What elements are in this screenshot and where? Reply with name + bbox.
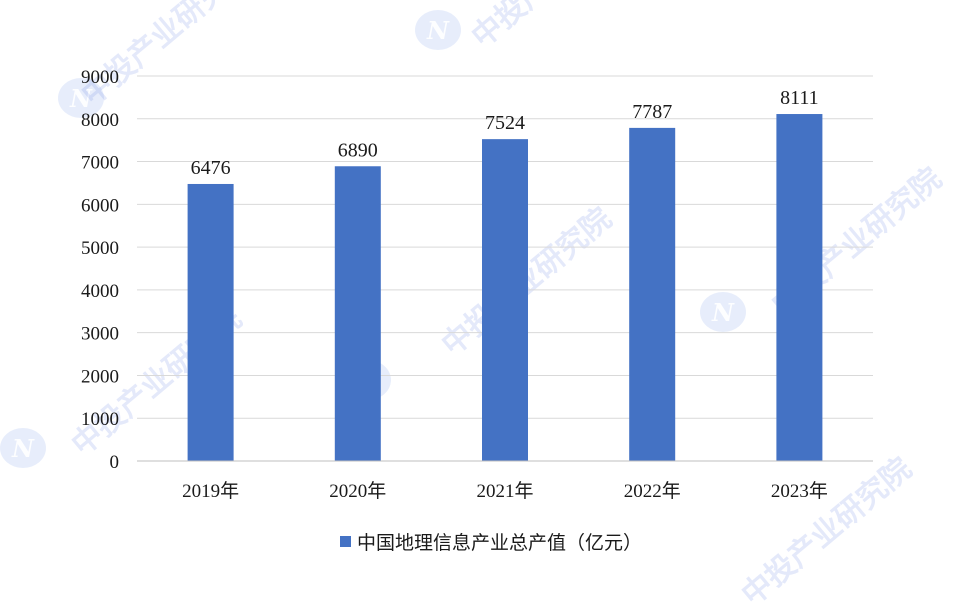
y-tick-label: 7000 [81, 153, 119, 174]
legend-swatch [340, 535, 351, 547]
bar-value-label: 7524 [485, 112, 525, 134]
x-tick-label: 2020年 [329, 480, 386, 502]
bar-value-label: 6476 [191, 157, 231, 179]
bar [629, 127, 676, 462]
bar-value-label: 8111 [780, 87, 819, 109]
y-tick-label: 9000 [81, 67, 119, 88]
bar [187, 183, 234, 461]
x-tick-label: 2022年 [624, 480, 681, 502]
bar [334, 166, 381, 461]
data-labels: 6476 6890 7524 7787 8111 [191, 87, 819, 179]
bar [482, 139, 528, 461]
x-tick-label: 2019年 [182, 480, 239, 502]
y-tick-label: 4000 [81, 281, 119, 302]
x-axis-tick-labels: 2019年 2020年 2021年 2022年 2023年 [182, 480, 828, 502]
legend: 中国地理信息产业总产值（亿元） [340, 529, 643, 554]
x-tick-label: 2021年 [476, 480, 533, 502]
bar-value-label: 6890 [338, 139, 378, 161]
y-tick-label: 3000 [81, 324, 119, 345]
bar-value-label: 7787 [632, 101, 672, 123]
y-tick-label: 1000 [81, 409, 119, 430]
y-axis-tick-labels: 0 1000 2000 3000 4000 5000 6000 7000 8000 9000 [81, 67, 119, 473]
bar [776, 114, 823, 461]
legend-label: 中国地理信息产业总产值（亿元） [357, 531, 643, 554]
y-tick-label: 5000 [81, 238, 119, 259]
y-tick-label: 6000 [81, 195, 119, 216]
watermark-logo-icon: N [0, 428, 46, 468]
y-tick-label: 2000 [81, 366, 119, 387]
watermark-logo-icon: N [415, 10, 461, 50]
x-tick-label: 2023年 [771, 480, 828, 502]
y-tick-label: 0 [110, 452, 120, 473]
bar-series [187, 114, 823, 462]
watermark-logo-icon: N [700, 292, 746, 332]
watermark-logo-icon: N [58, 78, 104, 118]
y-tick-label: 8000 [81, 110, 119, 131]
bar-chart: 0 1000 2000 3000 4000 5000 6000 7000 8000 9000 64… [81, 67, 873, 502]
